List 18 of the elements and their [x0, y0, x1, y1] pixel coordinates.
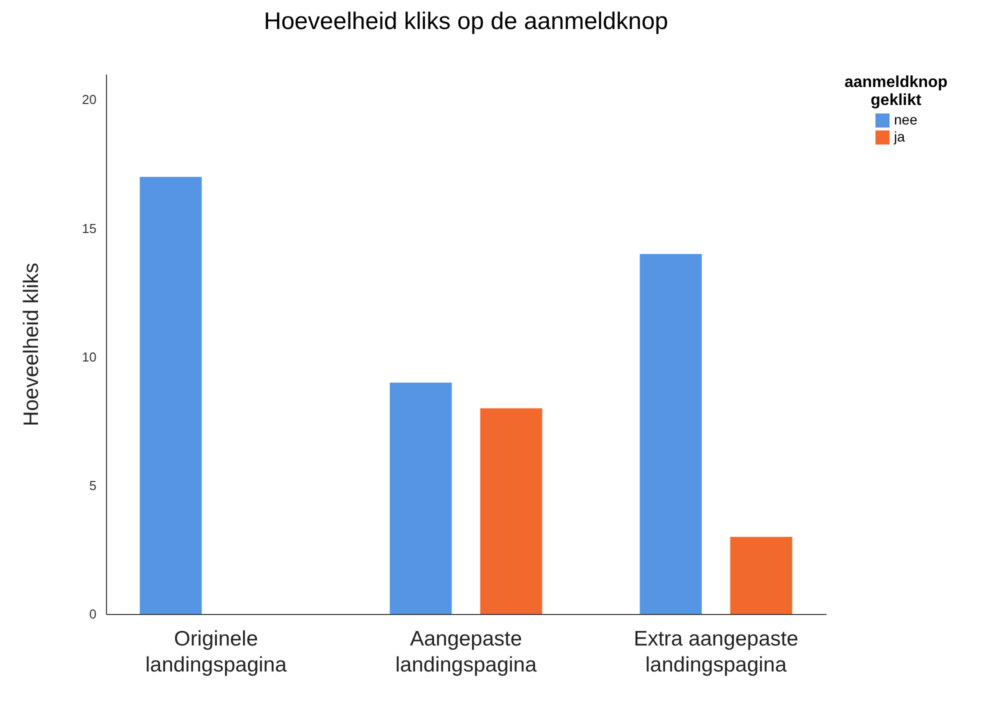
x-tick-label: Originele landingspagina [145, 628, 287, 676]
y-tick-label: 15 [82, 220, 96, 236]
y-tick-label: 20 [82, 92, 96, 108]
chart-title: Hoeveelheid kliks op de aanmeldknop [264, 8, 668, 35]
bar [390, 382, 452, 614]
y-tick-label: 10 [82, 349, 96, 364]
bar [640, 254, 702, 614]
y-axis-title: Hoeveelheid kliks [20, 262, 44, 426]
bar [140, 176, 202, 614]
y-tick-label: 0 [89, 606, 96, 622]
x-tick-label: Extra aangepaste landingspagina [634, 628, 798, 676]
bar [480, 408, 542, 614]
x-tick-label: Aangepaste landingspagina [395, 628, 537, 676]
legend-label: nee [894, 112, 918, 128]
legend-label: ja [893, 128, 906, 144]
y-tick-label: 5 [89, 478, 96, 493]
legend-title: aanmeldknop geklikt [844, 74, 948, 109]
bar [730, 536, 792, 614]
